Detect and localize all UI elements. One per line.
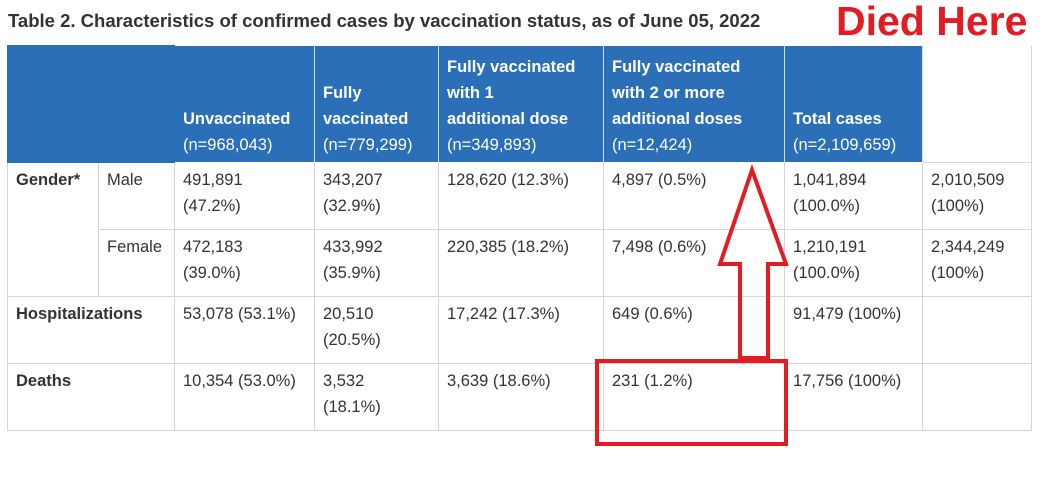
female-unvaccinated: 472,183 (39.0%) bbox=[174, 229, 315, 297]
header-one-dose-label-3: additional dose bbox=[447, 110, 569, 128]
header-one-dose-n: (n=349,893) bbox=[447, 136, 537, 154]
header-one-dose-label-2: with 1 bbox=[447, 84, 494, 102]
header-unvaccinated-n: (n=968,043) bbox=[183, 136, 273, 154]
header-row: Unvaccinated (n=968,043) Fully vaccinate… bbox=[7, 45, 1032, 163]
cell-percent: (100.0%) bbox=[793, 197, 860, 215]
cell-percent: (35.9%) bbox=[323, 264, 381, 282]
female-two-doses: 7,498 (0.6%) bbox=[603, 229, 785, 297]
cell-value: 3,532 bbox=[323, 372, 365, 390]
header-unvaccinated-label: Unvaccinated bbox=[183, 110, 291, 128]
female-fully-vaccinated: 433,992 (35.9%) bbox=[314, 229, 439, 297]
male-extra: 2,010,509 (100%) bbox=[922, 162, 1032, 230]
header-two-doses-label-2: with 2 or more bbox=[612, 84, 725, 102]
header-extra-blank bbox=[922, 45, 1032, 163]
cell-percent: (100.0%) bbox=[793, 264, 860, 282]
female-extra: 2,344,249 (100%) bbox=[922, 229, 1032, 297]
deaths-label: Deaths bbox=[7, 363, 175, 431]
cell-percent: (32.9%) bbox=[323, 197, 381, 215]
hosp-one-dose: 17,242 (17.3%) bbox=[438, 296, 604, 364]
cell-value: 2,344,249 bbox=[931, 238, 1005, 256]
header-two-doses-label-1: Fully vaccinated bbox=[612, 58, 741, 76]
hosp-two-doses: 649 (0.6%) bbox=[603, 296, 785, 364]
hosp-fully-vaccinated: 20,510 (20.5%) bbox=[314, 296, 439, 364]
male-total: 1,041,894 (100.0%) bbox=[784, 162, 923, 230]
deaths-two-doses: 231 (1.2%) bbox=[603, 363, 785, 431]
header-two-doses-label-3: additional doses bbox=[612, 110, 743, 128]
male-fully-vaccinated: 343,207 (32.9%) bbox=[314, 162, 439, 230]
table-row: Hospitalizations 53,078 (53.1%) 20,510 (… bbox=[7, 296, 1032, 364]
hosp-extra bbox=[922, 296, 1032, 364]
vaccination-table: Unvaccinated (n=968,043) Fully vaccinate… bbox=[7, 45, 1032, 431]
cell-value: 1,210,191 bbox=[793, 238, 867, 256]
hosp-unvaccinated: 53,078 (53.1%) bbox=[174, 296, 315, 364]
header-two-doses-n: (n=12,424) bbox=[612, 136, 693, 154]
header-total-n: (n=2,109,659) bbox=[793, 136, 897, 154]
cell-percent: (39.0%) bbox=[183, 264, 241, 282]
female-total: 1,210,191 (100.0%) bbox=[784, 229, 923, 297]
header-fully-vaccinated-label-1: Fully bbox=[323, 84, 362, 102]
header-fully-vaccinated-label-2: vaccinated bbox=[323, 110, 409, 128]
male-label: Male bbox=[98, 162, 175, 230]
cell-percent: (18.1%) bbox=[323, 398, 381, 416]
gender-label: Gender* bbox=[7, 162, 99, 297]
cell-percent: (100%) bbox=[931, 197, 985, 215]
header-unvaccinated: Unvaccinated (n=968,043) bbox=[174, 45, 315, 163]
cell-value: 2,010,509 bbox=[931, 171, 1005, 189]
deaths-extra bbox=[922, 363, 1032, 431]
cell-value: 343,207 bbox=[323, 171, 383, 189]
header-total-label: Total cases bbox=[793, 110, 882, 128]
cell-value: 491,891 bbox=[183, 171, 243, 189]
cell-percent: (20.5%) bbox=[323, 331, 381, 349]
deaths-fully-vaccinated: 3,532 (18.1%) bbox=[314, 363, 439, 431]
cell-percent: (47.2%) bbox=[183, 197, 241, 215]
table-row: Deaths 10,354 (53.0%) 3,532 (18.1%) 3,63… bbox=[7, 363, 1032, 431]
cell-value: 472,183 bbox=[183, 238, 243, 256]
female-one-dose: 220,385 (18.2%) bbox=[438, 229, 604, 297]
deaths-total: 17,756 (100%) bbox=[784, 363, 923, 431]
header-corner bbox=[7, 45, 175, 163]
header-one-dose: Fully vaccinated with 1 additional dose … bbox=[438, 45, 604, 163]
male-unvaccinated: 491,891 (47.2%) bbox=[174, 162, 315, 230]
header-fully-vaccinated-n: (n=779,299) bbox=[323, 136, 413, 154]
table-row: Female 472,183 (39.0%) 433,992 (35.9%) 2… bbox=[8, 229, 1032, 297]
cell-value: 433,992 bbox=[323, 238, 383, 256]
table-row: Gender* Male 491,891 (47.2%) 343,207 (32… bbox=[7, 162, 1032, 297]
table-title: Table 2. Characteristics of confirmed ca… bbox=[8, 10, 761, 31]
cell-percent: (100%) bbox=[931, 264, 985, 282]
header-two-doses: Fully vaccinated with 2 or more addition… bbox=[603, 45, 785, 163]
male-two-doses: 4,897 (0.5%) bbox=[603, 162, 785, 230]
header-one-dose-label-1: Fully vaccinated bbox=[447, 58, 576, 76]
deaths-unvaccinated: 10,354 (53.0%) bbox=[174, 363, 315, 431]
deaths-one-dose: 3,639 (18.6%) bbox=[438, 363, 604, 431]
male-one-dose: 128,620 (12.3%) bbox=[438, 162, 604, 230]
annotation-text: Died Here bbox=[836, 0, 1028, 44]
hosp-total: 91,479 (100%) bbox=[784, 296, 923, 364]
cell-value: 1,041,894 bbox=[793, 171, 867, 189]
female-label: Female bbox=[98, 229, 175, 297]
header-fully-vaccinated: Fully vaccinated (n=779,299) bbox=[314, 45, 439, 163]
cell-value: 20,510 bbox=[323, 305, 374, 323]
header-total: Total cases (n=2,109,659) bbox=[784, 45, 923, 163]
hospitalizations-label: Hospitalizations bbox=[7, 296, 175, 364]
